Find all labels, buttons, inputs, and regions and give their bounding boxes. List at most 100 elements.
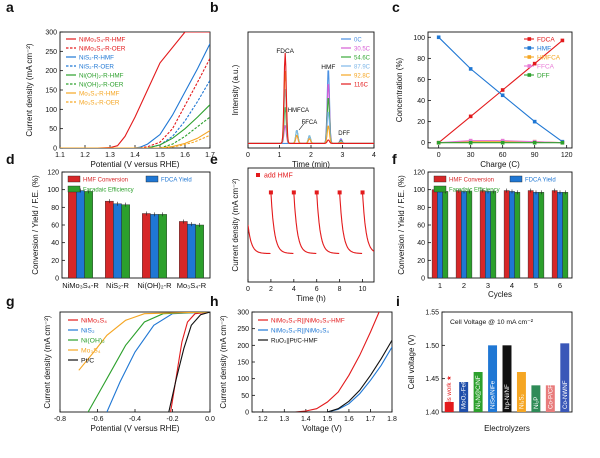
y-tick-label: 100 [413,35,425,42]
legend-swatch [433,185,447,193]
y-axis-label: Conversion / Yield / F.E. (%) [397,175,406,275]
series-line [438,36,563,143]
x-axis-label: Potential (V versus RHE) [91,160,180,169]
bar [557,192,563,279]
y-tick-label: 0 [421,276,425,283]
peak-label-ffca: FFCA [302,120,318,126]
series-line [106,312,210,412]
y-axis-label: Intensity (a.u.) [231,64,240,115]
panel-c: c 0 30 60 90 120 0 20 40 60 80 100 Charge (C) Concent… [392,0,573,169]
legend-swatch [145,175,159,183]
y-tick-label: 60 [417,223,425,230]
x-tick-label: 6 [315,286,319,293]
panel-letter: c [392,0,400,15]
x-tick-label: 1.5 [155,152,165,159]
y-tick-label: 20 [417,119,425,126]
data-point [468,138,473,143]
data-point [500,88,505,92]
series-line [168,312,210,412]
y-tick-label: 20 [51,258,59,265]
y-tick-label: 50 [49,126,57,133]
bar [560,343,570,412]
legend-label: Mo₃S₄-R-HMF [79,91,120,98]
bar [531,385,541,412]
panel-letter: b [210,0,219,15]
x-tick-label: 90 [531,152,539,159]
data-point [560,140,565,145]
category-label: Ni(OH)₂-R [137,281,172,290]
data-point [560,38,565,43]
series-line [60,104,210,148]
x-tick-label: -0.6 [91,416,103,423]
bar [76,190,85,279]
x-tick-label: 4 [372,152,376,159]
legend-marker [527,73,532,77]
bar [538,192,545,279]
series-line [60,130,210,148]
y-tick-label: 150 [237,360,249,367]
legend-label: Faradaic Efficiency [449,188,500,194]
y-tick-label: 1.55 [425,310,439,317]
x-tick-label: 60 [499,152,507,159]
legend-label: HMF Conversion [83,178,128,184]
legend-label: NiS₂ [81,328,95,335]
legend-label: Mo₃S₄-R-OER [79,100,120,107]
data-point [436,140,441,145]
bar [455,190,462,279]
bar [195,224,204,279]
data-point [532,61,537,66]
x-tick-label: 1.3 [105,152,115,159]
y-tick-label: 100 [45,107,57,114]
legend-label: DFF [537,73,550,80]
panel-g: g -0.8 -0.6 -0.4 -0.2 0.0 Potential (V versus … [6,293,215,433]
add-hmf-marker [337,190,342,195]
y-tick-label: 200 [237,343,249,350]
legend-marker [527,37,532,41]
legend-label: Ni(OH)₂ [81,338,105,345]
bar-label: Ni₂P [533,397,540,409]
legend-marker [527,55,532,59]
add-hmf-marker [314,190,319,195]
category-label: Mo₃S₄-R [177,281,207,290]
axes-box [247,167,375,283]
y-tick-label: 250 [237,326,249,333]
x-axis-label: Charge (C) [480,160,520,169]
bar [113,203,122,279]
bar [179,221,188,279]
x-tick-label: 1.2 [80,152,90,159]
y-tick-label: 40 [417,98,425,105]
x-tick-label: -0.4 [129,416,141,423]
add-hmf-marker [360,190,365,195]
x-tick-label: 1.4 [301,416,311,423]
add-hmf-marker [268,190,273,195]
x-tick-label: 2 [309,152,313,159]
legend-label: FFCA [537,64,555,71]
x-tick-label: 0 [437,152,441,159]
panel-letter: e [210,151,218,167]
x-axis-label: Cycles [488,290,512,299]
x-axis-label: Voltage (V) [302,424,342,433]
bar [562,192,569,279]
series-line [361,192,374,252]
bar [488,345,498,412]
legend-label: FDCA [537,37,555,44]
panel-a: a 1.1 1.2 1.3 1.4 1.5 1.6 1.7 0 50 100 150 200 250 300… [6,0,215,169]
bar [150,214,159,279]
bar [545,385,555,412]
legend-marker [256,173,260,177]
legend-label: 92.8C [354,74,371,80]
legend-swatch [509,175,523,183]
bar [479,190,486,279]
bar [444,402,454,412]
y-tick-label: 100 [47,187,59,194]
x-axis-label: Electrolyzers [484,424,530,433]
add-hmf-marker [291,190,296,195]
legend-label: Faradaic Efficiency [83,188,134,194]
category-label: 1 [438,281,442,290]
x-tick-label: 30 [467,152,475,159]
x-tick-label: 1.2 [258,416,268,423]
legend-label: Ni(OH)₂-R-OER [79,82,124,89]
x-tick-label: 0 [246,286,250,293]
y-tick-label: 40 [417,240,425,247]
y-tick-label: 1.40 [425,410,439,417]
